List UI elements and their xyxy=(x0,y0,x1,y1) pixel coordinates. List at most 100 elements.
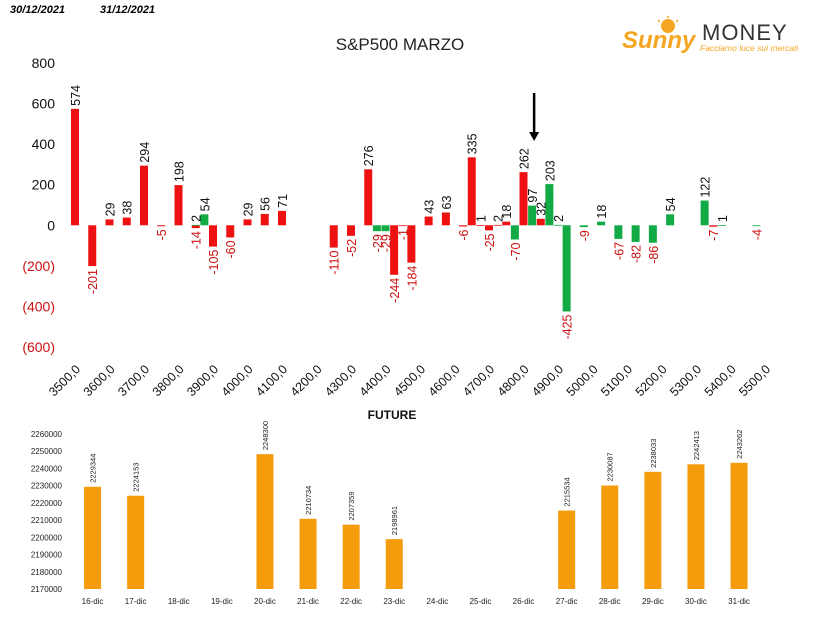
future-x-tick-label: 17-dic xyxy=(125,597,147,606)
x-tick-label: 3500,0 xyxy=(46,362,83,399)
future-bar xyxy=(342,524,360,589)
future-data-label: 2215534 xyxy=(563,477,572,506)
future-bar xyxy=(127,495,145,589)
future-data-label: 2242413 xyxy=(692,431,701,460)
arrow-down-icon xyxy=(529,93,540,141)
date-from: 30/12/2021 xyxy=(10,4,66,16)
data-label: -184 xyxy=(405,266,419,291)
bar xyxy=(88,225,97,267)
future-bar xyxy=(601,485,619,589)
x-tick-label: 3700,0 xyxy=(115,362,152,399)
data-label: -425 xyxy=(561,314,575,339)
sunny-money-logo: Sunny MONEY Facciamo luce sui mercati xyxy=(622,16,799,54)
bar xyxy=(122,217,131,226)
future-x-tick-label: 26-dic xyxy=(513,597,535,606)
bar xyxy=(407,225,416,263)
y-tick-label: 200 xyxy=(32,177,56,193)
future-data-label: 2238033 xyxy=(649,439,658,468)
data-label: -29 xyxy=(380,234,394,252)
future-x-tick-label: 23-dic xyxy=(383,597,405,606)
future-data-label: 2198961 xyxy=(390,506,399,535)
y-tick-label: 800 xyxy=(32,55,56,71)
data-label: -29 xyxy=(371,234,385,252)
bar xyxy=(140,165,148,226)
x-tick-label: 4300,0 xyxy=(322,362,359,399)
data-label: 276 xyxy=(362,145,376,166)
x-tick-label: 4200,0 xyxy=(288,362,325,399)
data-label: 29 xyxy=(104,202,118,216)
y-tick-label: (400) xyxy=(22,298,55,314)
bar xyxy=(243,219,252,226)
future-x-axis: 16-dic 17-dic 18-dic 19-dic 20-dic 21-dic 22-d… xyxy=(82,597,750,606)
bar xyxy=(510,225,519,240)
data-label: -110 xyxy=(328,251,342,275)
bar xyxy=(519,172,528,226)
x-tick-label: 5500,0 xyxy=(736,362,773,399)
bar xyxy=(554,224,562,226)
future-bar xyxy=(84,486,102,589)
data-label: 43 xyxy=(423,200,437,214)
bar xyxy=(381,225,390,232)
data-label: -4 xyxy=(750,229,764,240)
bar xyxy=(424,216,433,226)
future-y-tick-label: 2180000 xyxy=(31,568,63,577)
bar xyxy=(476,225,485,226)
y-tick-label: 400 xyxy=(32,136,56,152)
bar xyxy=(700,200,709,226)
data-label: -7 xyxy=(707,230,721,241)
bar xyxy=(191,225,200,229)
future-data-label: 2230087 xyxy=(606,452,615,481)
bar xyxy=(536,218,545,226)
bar xyxy=(545,184,554,226)
chart-title: S&P500 MARZO xyxy=(336,35,465,54)
data-label: -70 xyxy=(509,242,523,260)
data-label: -244 xyxy=(388,278,402,303)
future-x-tick-label: 28-dic xyxy=(599,597,621,606)
x-tick-label: 5000,0 xyxy=(564,362,601,399)
x-tick-label: 5200,0 xyxy=(633,362,670,399)
future-data-label: 2248300 xyxy=(261,421,270,450)
data-label: -6 xyxy=(457,229,471,240)
bar xyxy=(579,225,588,228)
logo-tagline: Facciamo luce sui mercati xyxy=(700,43,799,53)
bar xyxy=(459,225,468,227)
future-title: FUTURE xyxy=(368,408,417,422)
data-label: 294 xyxy=(138,142,152,163)
bar xyxy=(157,225,166,227)
bar xyxy=(209,225,217,247)
bar xyxy=(493,224,502,226)
data-label: 2 xyxy=(552,215,566,222)
future-bar xyxy=(687,464,705,589)
future-x-tick-label: 19-dic xyxy=(211,597,233,606)
future-bar xyxy=(730,462,748,589)
y-axis: 800 600 400 200 0 (200) (400) (600) xyxy=(22,55,55,355)
data-label: 203 xyxy=(543,160,557,181)
bar xyxy=(485,225,493,231)
future-x-tick-label: 29-dic xyxy=(642,597,664,606)
x-tick-label: 4800,0 xyxy=(495,362,532,399)
future-data-label: 2207359 xyxy=(347,491,356,520)
data-label: 574 xyxy=(69,85,83,106)
bar xyxy=(390,225,399,275)
future-y-tick-label: 2220000 xyxy=(31,499,63,508)
y-tick-label: (200) xyxy=(22,258,55,274)
data-label: -201 xyxy=(86,269,100,294)
x-tick-label: 3900,0 xyxy=(184,362,221,399)
future-x-tick-label: 21-dic xyxy=(297,597,319,606)
future-y-tick-label: 2210000 xyxy=(31,516,63,525)
future-data-label: 2224153 xyxy=(132,463,141,492)
future-x-tick-label: 27-dic xyxy=(556,597,578,606)
bar xyxy=(372,225,381,232)
bar xyxy=(329,225,338,248)
future-y-tick-label: 2250000 xyxy=(31,447,63,456)
future-y-tick-label: 2260000 xyxy=(31,430,63,439)
bar xyxy=(752,225,761,227)
bar xyxy=(398,225,407,227)
x-tick-label: 5100,0 xyxy=(598,362,635,399)
future-y-axis: 2260000 2250000 2240000 2230000 2220000 22100… xyxy=(31,430,63,594)
bar xyxy=(597,221,606,226)
y-tick-label: (600) xyxy=(22,339,55,355)
future-data-label: 2243262 xyxy=(735,430,744,459)
future-bar xyxy=(385,539,403,589)
future-x-tick-label: 16-dic xyxy=(82,597,104,606)
